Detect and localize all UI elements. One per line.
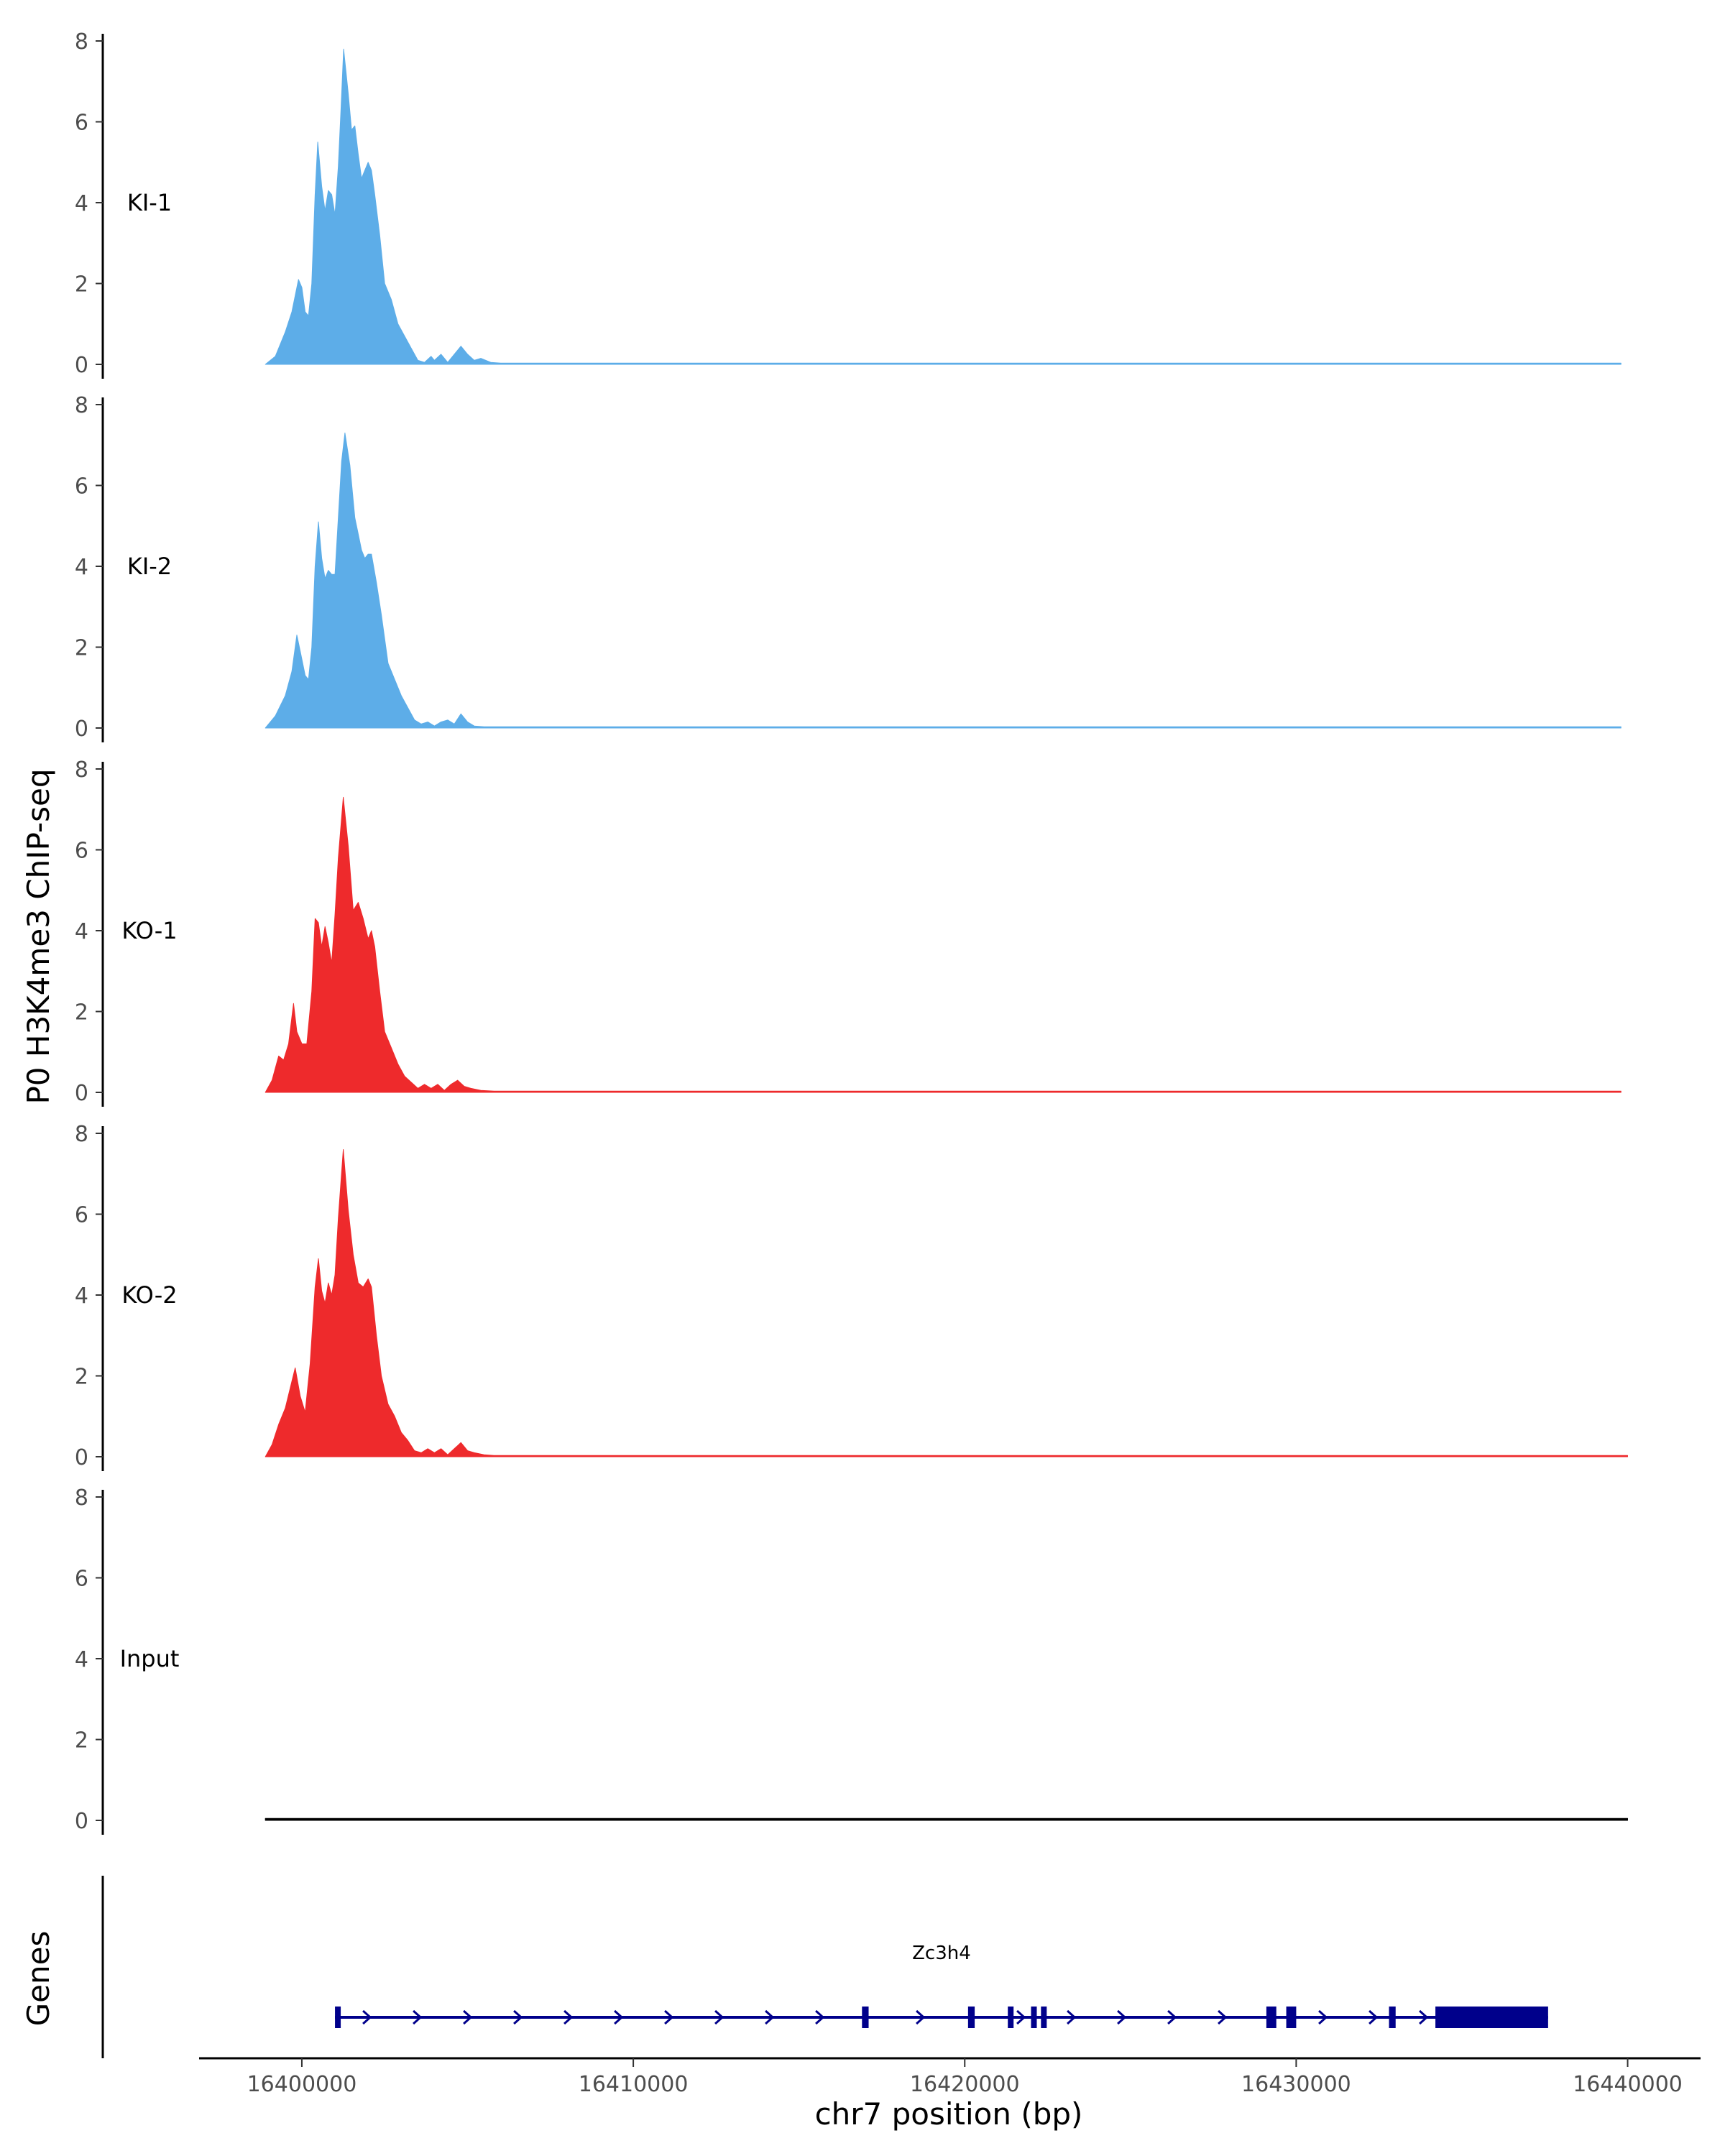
y-tick-label: 6 bbox=[75, 1567, 88, 1592]
gene-exon bbox=[1266, 2007, 1276, 2028]
x-axis-title: chr7 position (bp) bbox=[815, 2096, 1083, 2132]
y-tick-label: 8 bbox=[75, 393, 88, 418]
strand-arrow bbox=[1016, 2009, 1026, 2025]
y-tick-label: 4 bbox=[75, 919, 88, 944]
track-label: KO-2 bbox=[121, 1281, 177, 1309]
x-tick-label: 16420000 bbox=[910, 2072, 1020, 2097]
y-tick-label: 8 bbox=[75, 757, 88, 783]
y-tick-label: 6 bbox=[75, 839, 88, 864]
gene-exon bbox=[1286, 2007, 1297, 2028]
coverage-area bbox=[264, 1818, 1628, 1821]
track-label: KI-1 bbox=[127, 189, 172, 216]
strand-arrow bbox=[714, 2009, 724, 2025]
y-tick-label: 6 bbox=[75, 474, 88, 499]
coverage-area bbox=[264, 432, 1622, 729]
track-label: Input bbox=[120, 1645, 180, 1672]
strand-arrow bbox=[1318, 2009, 1328, 2025]
strand-arrow bbox=[463, 2009, 473, 2025]
gene-exon bbox=[1389, 2007, 1396, 2028]
gene-exon bbox=[1008, 2007, 1014, 2028]
strand-arrow bbox=[815, 2009, 825, 2025]
y-tick-label: 2 bbox=[75, 1365, 88, 1390]
y-tick-label: 6 bbox=[75, 1203, 88, 1228]
x-axis: 16400000 16410000 16420000 16430000 16440000 bbox=[199, 2057, 1701, 2097]
x-tick-label: 16400000 bbox=[247, 2072, 357, 2097]
y-tick-label: 8 bbox=[75, 1122, 88, 1147]
x-tick-label: 16430000 bbox=[1241, 2072, 1351, 2097]
y-tick-label: 4 bbox=[75, 191, 88, 216]
gene-model bbox=[335, 2007, 1548, 2028]
y-tick-label: 2 bbox=[75, 636, 88, 661]
y-tick-label: 4 bbox=[75, 555, 88, 580]
track-ki-2: 0 2 4 6 8 KI-2 bbox=[75, 393, 1622, 742]
y-tick-label: 2 bbox=[75, 272, 88, 298]
track-label: KI-2 bbox=[127, 553, 172, 580]
gene-label: Zc3h4 bbox=[912, 1943, 971, 1964]
y-tick-label: 0 bbox=[75, 1809, 88, 1834]
y-tick-label: 8 bbox=[75, 1485, 88, 1511]
coverage-area bbox=[264, 1149, 1628, 1457]
track-ko-1: 0 2 4 6 8 KO-1 bbox=[75, 757, 1622, 1107]
track-input: 0 2 4 6 8 Input bbox=[75, 1485, 1628, 1835]
track-label: KO-1 bbox=[121, 917, 177, 944]
y-tick-label: 4 bbox=[75, 1284, 88, 1309]
y-tick-label: 2 bbox=[75, 1728, 88, 1754]
strand-arrow bbox=[1117, 2009, 1127, 2025]
strand-arrow bbox=[1067, 2009, 1077, 2025]
genes-axis-title: Genes bbox=[21, 1931, 56, 2027]
gene-annotation-panel: Zc3h4 bbox=[101, 1876, 1548, 2058]
coverage-area bbox=[264, 48, 1622, 365]
strand-arrow bbox=[765, 2009, 775, 2025]
strand-arrow bbox=[362, 2009, 372, 2025]
gene-exon bbox=[1041, 2007, 1047, 2028]
gene-exon bbox=[1031, 2007, 1037, 2028]
gene-exon bbox=[967, 2007, 975, 2028]
strand-arrow bbox=[1218, 2009, 1228, 2025]
strand-arrow bbox=[916, 2009, 926, 2025]
strand-arrow bbox=[564, 2009, 574, 2025]
y-tick-label: 0 bbox=[75, 1445, 88, 1470]
y-tick-label: 8 bbox=[75, 29, 88, 55]
strand-arrow bbox=[1167, 2009, 1177, 2025]
strand-arrow bbox=[1419, 2009, 1429, 2025]
gene-exon bbox=[335, 2007, 341, 2028]
gene-exon bbox=[862, 2007, 869, 2028]
y-tick-label: 6 bbox=[75, 111, 88, 136]
y-axis-title: P0 H3K4me3 ChIP-seq bbox=[21, 768, 56, 1104]
x-tick-label: 16410000 bbox=[579, 2072, 689, 2097]
coverage-area bbox=[264, 796, 1622, 1093]
y-tick-label: 4 bbox=[75, 1647, 88, 1672]
coverage-tracks: 0 2 4 6 8 KI-1 0 2 4 6 8 KI-2 0 2 4 6 8 KO-1 0 2 4 6 8 KO-2 0 2 4 6… bbox=[75, 29, 1628, 1835]
track-ko-2: 0 2 4 6 8 KO-2 bbox=[75, 1122, 1628, 1471]
track-ki-1: 0 2 4 6 8 KI-1 bbox=[75, 29, 1622, 379]
y-tick-label: 0 bbox=[75, 353, 88, 378]
strand-arrow bbox=[513, 2009, 523, 2025]
strand-arrow bbox=[614, 2009, 624, 2025]
y-tick-label: 0 bbox=[75, 717, 88, 742]
strand-arrow bbox=[664, 2009, 674, 2025]
gene-exon bbox=[1435, 2007, 1548, 2028]
y-tick-label: 2 bbox=[75, 1000, 88, 1026]
strand-arrow bbox=[413, 2009, 423, 2025]
x-tick-label: 16440000 bbox=[1573, 2072, 1683, 2097]
y-tick-label: 0 bbox=[75, 1081, 88, 1106]
strand-arrow bbox=[1368, 2009, 1379, 2025]
